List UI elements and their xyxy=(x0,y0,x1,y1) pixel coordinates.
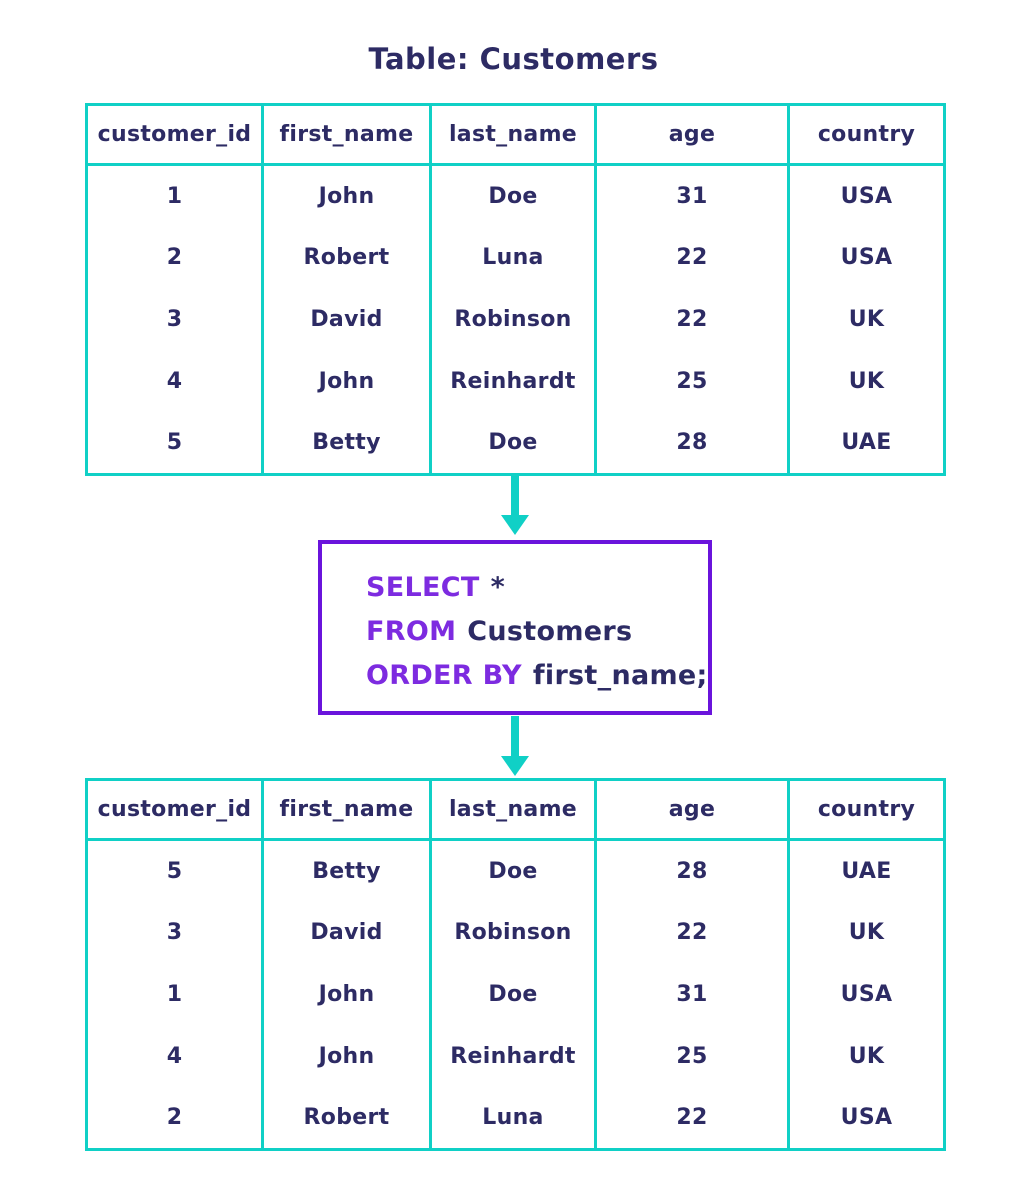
result-table-body: 5 Betty Doe 28 UAE 3 David Robinson 22 UK 1 John Doe… xyxy=(85,839,946,1150)
table-cell: John xyxy=(261,963,432,1026)
table-cell: 1 xyxy=(85,164,264,227)
source-table-body: 1 John Doe 31 USA 2 Robert Luna 22 USA 3 David Robin… xyxy=(85,164,946,475)
result-table-header: customer_id first_name last_name age country xyxy=(85,779,946,841)
table-cell: Doe xyxy=(429,412,597,475)
table-cell: USA xyxy=(787,1087,946,1150)
table-cell: UK xyxy=(787,350,946,413)
sql-rest-select: * xyxy=(490,572,505,603)
table-row: 1 John Doe 31 USA xyxy=(85,164,946,227)
table-cell: David xyxy=(261,901,432,964)
column-header: age xyxy=(594,779,790,841)
sql-query-box: SELECT * FROM Customers ORDER BY first_n… xyxy=(318,540,712,715)
customers-result-table: customer_id first_name last_name age country… xyxy=(85,778,946,1151)
table-cell: John xyxy=(261,164,432,227)
table-cell: Doe xyxy=(429,164,597,227)
table-cell: 5 xyxy=(85,412,264,475)
table-cell: USA xyxy=(787,963,946,1026)
table-cell: 4 xyxy=(85,350,264,413)
table-cell: 31 xyxy=(594,963,790,1026)
table-cell: 2 xyxy=(85,1087,264,1150)
source-table-header: customer_id first_name last_name age country xyxy=(85,104,946,166)
table-row: 4 John Reinhardt 25 UK xyxy=(85,1025,946,1088)
table-row: 4 John Reinhardt 25 UK xyxy=(85,350,946,413)
sql-keyword-orderby: ORDER BY xyxy=(366,660,522,691)
table-cell: Robinson xyxy=(429,901,597,964)
table-cell: UAE xyxy=(787,839,946,902)
table-cell: UAE xyxy=(787,412,946,475)
column-header: customer_id xyxy=(85,779,264,841)
table-cell: USA xyxy=(787,164,946,227)
table-row: 2 Robert Luna 22 USA xyxy=(85,1087,946,1150)
table-row: 1 John Doe 31 USA xyxy=(85,963,946,1026)
table-cell: John xyxy=(261,350,432,413)
column-header: customer_id xyxy=(85,104,264,166)
sql-keyword-from: FROM xyxy=(366,616,457,647)
table-cell: 28 xyxy=(594,412,790,475)
table-cell: Betty xyxy=(261,412,432,475)
sql-rest-from: Customers xyxy=(467,616,633,647)
table-cell: 28 xyxy=(594,839,790,902)
table-cell: 2 xyxy=(85,226,264,289)
table-cell: 5 xyxy=(85,839,264,902)
table-cell: UK xyxy=(787,1025,946,1088)
table-cell: 25 xyxy=(594,1025,790,1088)
sql-line-select: SELECT * xyxy=(366,566,708,610)
table-cell: 22 xyxy=(594,1087,790,1150)
column-header: country xyxy=(787,104,946,166)
table-cell: 3 xyxy=(85,288,264,351)
sql-line-orderby: ORDER BY first_name; xyxy=(366,654,708,698)
column-header: country xyxy=(787,779,946,841)
table-cell: David xyxy=(261,288,432,351)
table-cell: John xyxy=(261,1025,432,1088)
table-cell: 31 xyxy=(594,164,790,227)
table-cell: Robert xyxy=(261,1087,432,1150)
table-cell: Reinhardt xyxy=(429,350,597,413)
table-row: 5 Betty Doe 28 UAE xyxy=(85,839,946,902)
table-cell: Robinson xyxy=(429,288,597,351)
header-row: customer_id first_name last_name age country xyxy=(85,779,946,841)
column-header: last_name xyxy=(429,104,597,166)
table-cell: Doe xyxy=(429,839,597,902)
down-arrow-icon xyxy=(501,716,529,776)
table-cell: Reinhardt xyxy=(429,1025,597,1088)
header-row: customer_id first_name last_name age country xyxy=(85,104,946,166)
sql-keyword-select: SELECT xyxy=(366,572,480,603)
table-cell: UK xyxy=(787,288,946,351)
table-cell: 22 xyxy=(594,901,790,964)
sql-rest-orderby: first_name; xyxy=(532,660,708,691)
column-header: first_name xyxy=(261,104,432,166)
table-cell: 25 xyxy=(594,350,790,413)
sql-line-from: FROM Customers xyxy=(366,610,708,654)
table-row: 3 David Robinson 22 UK xyxy=(85,901,946,964)
table-cell: UK xyxy=(787,901,946,964)
table-cell: 22 xyxy=(594,226,790,289)
table-cell: Luna xyxy=(429,226,597,289)
table-cell: Betty xyxy=(261,839,432,902)
down-arrow-icon xyxy=(501,475,529,535)
table-cell: Doe xyxy=(429,963,597,1026)
table-row: 3 David Robinson 22 UK xyxy=(85,288,946,351)
table-cell: 3 xyxy=(85,901,264,964)
table-row: 5 Betty Doe 28 UAE xyxy=(85,412,946,475)
table-row: 2 Robert Luna 22 USA xyxy=(85,226,946,289)
table-cell: Luna xyxy=(429,1087,597,1150)
customers-source-table: customer_id first_name last_name age country… xyxy=(85,103,946,476)
column-header: first_name xyxy=(261,779,432,841)
table-cell: 1 xyxy=(85,963,264,1026)
table-cell: 22 xyxy=(594,288,790,351)
page-title: Table: Customers xyxy=(368,42,659,76)
table-cell: USA xyxy=(787,226,946,289)
column-header: age xyxy=(594,104,790,166)
table-cell: Robert xyxy=(261,226,432,289)
table-cell: 4 xyxy=(85,1025,264,1088)
column-header: last_name xyxy=(429,779,597,841)
